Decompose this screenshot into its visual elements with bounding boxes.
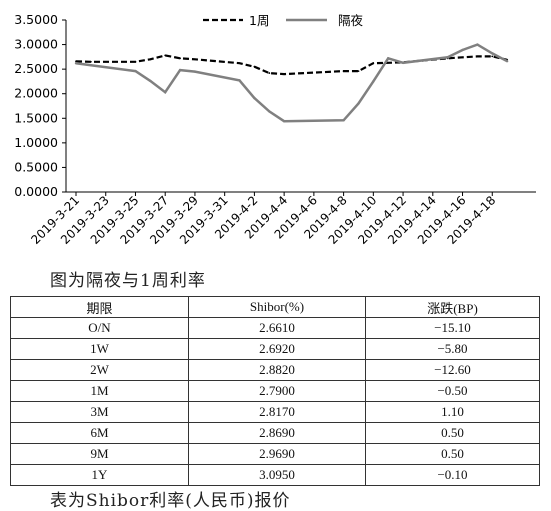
data-point — [149, 79, 152, 83]
data-point — [194, 58, 196, 61]
legend-label-overnight: 隔夜 — [338, 13, 364, 28]
cell-term: 3M — [10, 401, 189, 423]
data-point — [74, 62, 78, 65]
data-point — [491, 55, 494, 58]
data-point — [238, 62, 241, 65]
data-point — [253, 96, 256, 100]
header-term: 期限 — [10, 296, 189, 318]
data-point — [89, 64, 93, 67]
data-point — [446, 56, 449, 59]
data-point — [89, 60, 92, 63]
y-tick-label: 0.5000 — [14, 159, 58, 174]
cell-rate: 2.9690 — [188, 443, 366, 465]
shibor-table: 期限 Shibor(%) 涨跌(BP) O/N 2.6610 −15.10 1W 2.6… — [10, 296, 540, 486]
cell-term: 1W — [10, 338, 189, 360]
data-point — [268, 72, 271, 74]
cell-change: 1.10 — [365, 401, 540, 423]
cell-rate: 2.8170 — [188, 401, 366, 423]
table-row: O/N 2.6610 −15.10 — [10, 317, 540, 339]
cell-change: 0.50 — [365, 443, 540, 465]
y-tick-label: 0.0000 — [14, 184, 58, 199]
y-tick-label: 2.0000 — [14, 86, 58, 101]
table-row: 1W 2.6920 −5.80 — [10, 338, 540, 360]
y-tick-label: 2.5000 — [14, 61, 58, 76]
y-tick-label: 1.0000 — [14, 135, 58, 150]
data-point — [357, 70, 360, 73]
cell-rate: 2.6920 — [188, 338, 366, 360]
legend-label-1w: 1周 — [249, 13, 269, 28]
table-row: 1Y 3.0950 −0.10 — [10, 464, 540, 486]
data-point — [387, 57, 390, 60]
data-point — [476, 55, 479, 58]
header-change: 涨跌(BP) — [365, 296, 540, 318]
cell-change: −15.10 — [365, 317, 540, 339]
data-point — [342, 119, 345, 122]
cell-rate: 2.8690 — [188, 422, 366, 444]
cell-term: 6M — [10, 422, 189, 444]
data-point — [476, 43, 479, 46]
data-point — [238, 79, 241, 82]
cell-term: 2W — [10, 359, 189, 381]
data-point — [75, 60, 77, 63]
data-point — [372, 80, 375, 83]
y-tick-label: 1.5000 — [14, 110, 58, 125]
table-row: 1M 2.7900 −0.50 — [10, 380, 540, 402]
cell-rate: 2.7900 — [188, 380, 366, 402]
header-rate: Shibor(%) — [188, 296, 366, 318]
data-point — [178, 68, 182, 72]
cell-rate: 3.0950 — [188, 464, 366, 486]
chart-legend: 1周 隔夜 — [203, 13, 364, 28]
data-point — [149, 58, 152, 61]
cell-change: 0.50 — [365, 422, 540, 444]
data-point — [253, 65, 256, 68]
cell-term: 1M — [10, 380, 189, 402]
cell-term: 1Y — [10, 464, 189, 486]
data-point — [372, 62, 375, 65]
chart-caption: 图为隔夜与1周利率 — [50, 271, 206, 291]
cell-term: O/N — [10, 317, 189, 339]
table-header-row: 期限 Shibor(%) 涨跌(BP) — [10, 296, 540, 318]
rate-line-chart: 0.0000 0.5000 1.0000 1.5000 2.0000 2.5000 3.00… — [14, 12, 536, 247]
y-tick-label: 3.5000 — [14, 12, 58, 27]
data-point — [461, 56, 464, 59]
data-point — [193, 70, 197, 73]
data-point — [491, 52, 494, 55]
cell-change: −0.10 — [365, 464, 540, 486]
data-point — [505, 60, 509, 63]
data-point — [342, 70, 345, 73]
data-point — [283, 73, 286, 75]
cell-change: −0.50 — [365, 380, 540, 402]
cell-change: −5.80 — [365, 338, 540, 360]
series-line-1 — [75, 43, 508, 123]
data-point — [268, 110, 271, 113]
cell-change: −12.60 — [365, 359, 540, 381]
data-point — [134, 60, 137, 63]
x-axis-ticks: 2019-3-212019-3-232019-3-252019-3-272019… — [28, 192, 498, 247]
cell-term: 9M — [10, 443, 189, 465]
data-point — [461, 48, 464, 52]
data-point — [179, 57, 181, 60]
data-point — [164, 91, 167, 94]
cell-rate: 2.8820 — [188, 359, 366, 381]
y-tick-label: 3.0000 — [14, 37, 58, 52]
data-point — [357, 102, 360, 105]
data-point — [164, 54, 167, 57]
table-row: 6M 2.8690 0.50 — [10, 422, 540, 444]
table-caption: 表为Shibor利率(人民币)报价 — [50, 491, 291, 511]
series-layer — [74, 43, 509, 123]
cell-rate: 2.6610 — [188, 317, 366, 339]
data-point — [401, 61, 405, 64]
data-point — [282, 120, 286, 123]
table-row: 9M 2.9690 0.50 — [10, 443, 540, 465]
table-row: 2W 2.8820 −12.60 — [10, 359, 540, 381]
table-row: 3M 2.8170 1.10 — [10, 401, 540, 423]
data-point — [134, 69, 137, 73]
y-axis-ticks: 0.0000 0.5000 1.0000 1.5000 2.0000 2.5000 3.00… — [14, 12, 66, 199]
data-point — [387, 61, 390, 64]
